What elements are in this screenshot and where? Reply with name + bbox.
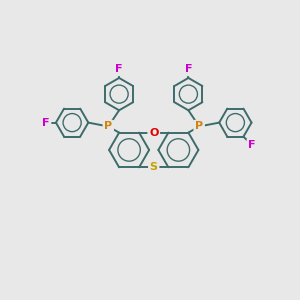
Text: P: P: [195, 122, 203, 131]
Text: F: F: [116, 64, 123, 74]
Text: F: F: [42, 118, 50, 128]
Text: S: S: [150, 162, 158, 172]
Text: P: P: [104, 122, 112, 131]
Text: F: F: [248, 140, 256, 150]
Text: F: F: [185, 64, 192, 74]
Text: O: O: [149, 128, 158, 138]
